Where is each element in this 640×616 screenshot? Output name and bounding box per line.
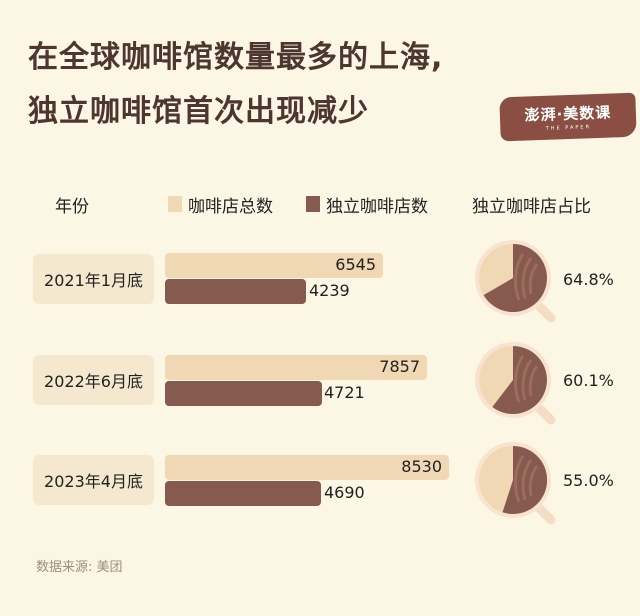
year-column-header: 年份 <box>55 197 89 217</box>
value-indie-2021: 4239 <box>309 281 350 300</box>
value-indie-2023: 4690 <box>324 483 365 502</box>
data-source: 数据来源: 美团 <box>36 560 123 575</box>
row-label-2021: 2021年1月底 <box>33 254 154 304</box>
bar-indie-2022 <box>165 381 322 406</box>
legend-swatch-indie <box>306 196 320 212</box>
ratio-column-header: 独立咖啡店占比 <box>472 197 591 217</box>
brand-logo: 澎湃·美数课 THE PAPER <box>499 92 637 142</box>
title-line-1: 在全球咖啡馆数量最多的上海, <box>28 40 444 75</box>
ratio-2021: 64.8% <box>563 270 614 289</box>
value-indie-2022: 4721 <box>324 383 365 402</box>
bar-total-2022 <box>165 355 427 380</box>
bar-indie-2023 <box>165 481 321 506</box>
row-label-2023: 2023年4月底 <box>33 455 154 505</box>
coffee-cup-pie-icon-2023 <box>475 442 556 525</box>
coffee-cup-pie-icon-2022 <box>475 342 556 425</box>
bar-total-2023 <box>165 455 449 480</box>
coffee-cup-pie-icon-2021 <box>475 240 556 323</box>
logo-subtext: THE PAPER <box>545 124 592 132</box>
value-total-2023: 8530 <box>401 457 442 476</box>
bar-total-2021 <box>165 253 383 278</box>
logo-text: 澎湃·美数课 <box>524 103 612 125</box>
value-total-2021: 6545 <box>335 255 376 274</box>
row-label-2022: 2022年6月底 <box>33 355 154 405</box>
bar-indie-2021 <box>165 279 306 304</box>
ratio-2023: 55.0% <box>563 471 614 490</box>
value-total-2022: 7857 <box>379 357 420 376</box>
ratio-2022: 60.1% <box>563 371 614 390</box>
legend-label-indie: 独立咖啡店数 <box>326 197 428 217</box>
legend-swatch-total <box>168 196 182 212</box>
legend-label-total: 咖啡店总数 <box>188 197 273 217</box>
title-line-2: 独立咖啡馆首次出现减少 <box>28 94 369 129</box>
